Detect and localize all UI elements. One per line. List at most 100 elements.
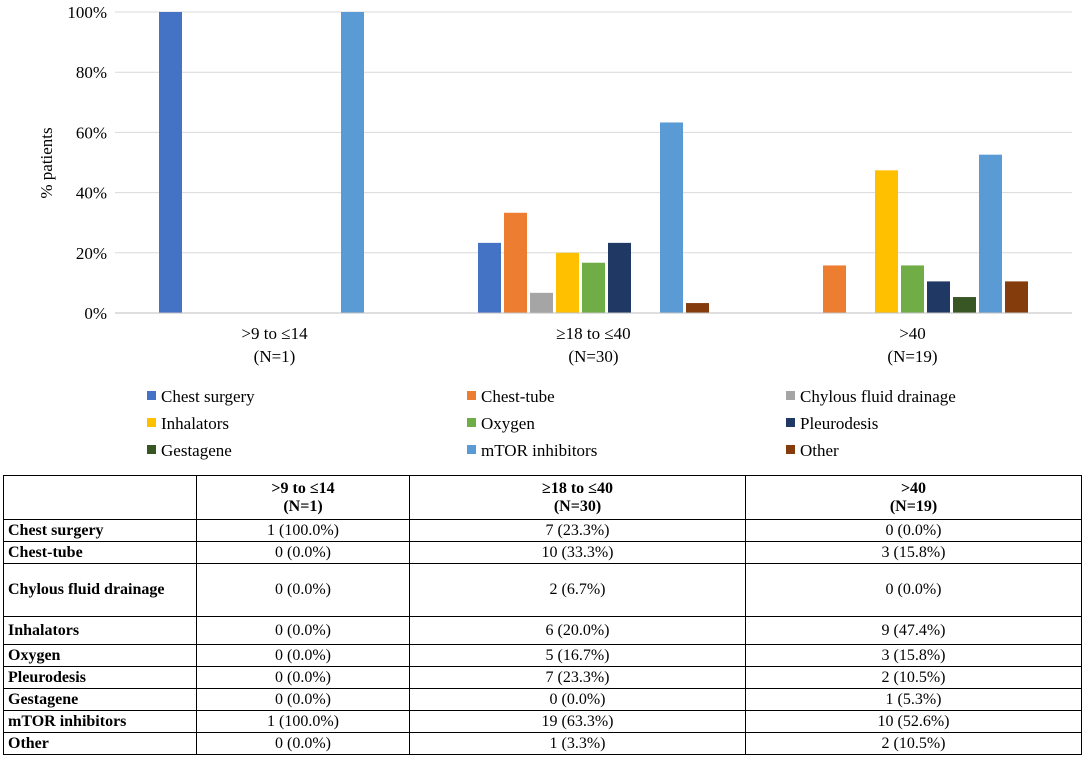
- table-cell: 0 (0.0%): [196, 563, 410, 617]
- table-row: Inhalators 0 (0.0%) 6 (20.0%) 9 (47.4%): [3, 616, 1082, 645]
- bar: [530, 292, 553, 313]
- legend-label: Inhalators: [161, 414, 229, 433]
- bar: [927, 281, 950, 313]
- legend-item: Inhalators: [147, 414, 229, 433]
- legend-swatch: [467, 445, 476, 454]
- legend-label: Pleurodesis: [800, 414, 878, 433]
- table-cell: 7 (23.3%): [409, 519, 746, 542]
- table-row: Pleurodesis 0 (0.0%) 7 (23.3%) 2 (10.5%): [3, 666, 1082, 689]
- table-cell: 0 (0.0%): [196, 616, 410, 645]
- table-cell: 10 (52.6%): [745, 710, 1082, 733]
- table-column-header: ≥18 to ≤40 (N=30): [409, 475, 746, 520]
- data-table: >9 to ≤14 (N=1) ≥18 to ≤40 (N=30) >40 (N=19) …: [3, 475, 1082, 755]
- gridlines: [115, 11, 1072, 254]
- table-body: Chest surgery 1 (100.0%) 7 (23.3%) 0 (0.0%)…: [3, 519, 1082, 755]
- table-cell: 2 (10.5%): [745, 732, 1082, 755]
- table-row-label: Inhalators: [3, 616, 197, 645]
- legend-item: mTOR inhibitors: [467, 441, 597, 460]
- bar: [1005, 281, 1028, 313]
- y-tick-label: 40%: [76, 184, 107, 203]
- y-tick-label: 80%: [76, 63, 107, 82]
- column-header-range: >40: [900, 479, 927, 497]
- legend-swatch: [147, 418, 156, 427]
- x-category-label: >40: [899, 324, 926, 343]
- legend-label: Chylous fluid drainage: [800, 387, 956, 406]
- column-header-count: (N=30): [553, 497, 602, 515]
- x-category-label: >9 to ≤14: [241, 324, 308, 343]
- table-cell: 1 (100.0%): [196, 710, 410, 733]
- y-tick-label: 0%: [84, 304, 107, 323]
- table-column-header: >9 to ≤14 (N=1): [196, 475, 410, 520]
- table-cell: 2 (10.5%): [745, 666, 1082, 689]
- bar: [159, 12, 182, 313]
- column-header-range: >9 to ≤14: [271, 479, 335, 497]
- table-cell: 3 (15.8%): [745, 541, 1082, 564]
- table-cell: 0 (0.0%): [196, 541, 410, 564]
- legend-item: Chest surgery: [147, 387, 255, 406]
- table-row: mTOR inhibitors 1 (100.0%) 19 (63.3%) 10 (5…: [3, 710, 1082, 733]
- bar: [823, 265, 846, 313]
- table-cell: 5 (16.7%): [409, 644, 746, 667]
- legend-label: Gestagene: [161, 441, 232, 460]
- x-axis-categories: >9 to ≤14 (N=1) ≥18 to ≤40 (N=30) >40 (N=19): [241, 324, 937, 366]
- legend-label: Chest-tube: [481, 387, 555, 406]
- table-row-label: Oxygen: [3, 644, 197, 667]
- table-cell: 0 (0.0%): [196, 688, 410, 711]
- table-row: Chylous fluid drainage 0 (0.0%) 2 (6.7%) 0 …: [3, 563, 1082, 617]
- bar: [979, 154, 1002, 313]
- bar: [608, 242, 631, 313]
- bars: [159, 12, 1028, 313]
- bar-chart: 0% 20% 40% 60% 80% 100% % patients >9 to ≤14 (…: [37, 3, 1072, 460]
- table-cell: 0 (0.0%): [409, 688, 746, 711]
- legend-label: mTOR inhibitors: [481, 441, 597, 460]
- bar: [660, 122, 683, 313]
- column-header-count: (N=1): [283, 497, 323, 515]
- table-cell: 9 (47.4%): [745, 616, 1082, 645]
- table-cell: 7 (23.3%): [409, 666, 746, 689]
- table-row: Other 0 (0.0%) 1 (3.3%) 2 (10.5%): [3, 732, 1082, 755]
- legend-swatch: [467, 391, 476, 400]
- bar: [341, 12, 364, 313]
- table-cell: 1 (3.3%): [409, 732, 746, 755]
- table-cell: 0 (0.0%): [196, 666, 410, 689]
- table-column-header: >40 (N=19): [745, 475, 1082, 520]
- legend-label: Other: [800, 441, 839, 460]
- legend-swatch: [786, 445, 795, 454]
- column-header-count: (N=19): [889, 497, 938, 515]
- legend-label: Chest surgery: [161, 387, 255, 406]
- table-row-label: mTOR inhibitors: [3, 710, 197, 733]
- table-cell: 10 (33.3%): [409, 541, 746, 564]
- legend-item: Pleurodesis: [786, 414, 878, 433]
- table-cell: 2 (6.7%): [409, 563, 746, 617]
- x-category-label: ≥18 to ≤40: [556, 324, 630, 343]
- legend-swatch: [467, 418, 476, 427]
- legend-item: Gestagene: [147, 441, 232, 460]
- legend-item: Chest-tube: [467, 387, 555, 406]
- y-tick-label: 100%: [67, 3, 107, 22]
- table-cell: 0 (0.0%): [196, 732, 410, 755]
- table-corner-cell: [3, 475, 197, 520]
- legend-label: Oxygen: [481, 414, 535, 433]
- table-row-label: Chest surgery: [3, 519, 197, 542]
- table-row: Oxygen 0 (0.0%) 5 (16.7%) 3 (15.8%): [3, 644, 1082, 667]
- bar: [504, 212, 527, 313]
- legend-item: Chylous fluid drainage: [786, 387, 956, 406]
- bar: [875, 170, 898, 313]
- table-cell: 0 (0.0%): [745, 519, 1082, 542]
- table-row: Chest surgery 1 (100.0%) 7 (23.3%) 0 (0.0%): [3, 519, 1082, 542]
- y-axis-ticks: 0% 20% 40% 60% 80% 100%: [67, 3, 107, 323]
- table-row-label: Chylous fluid drainage: [3, 563, 197, 617]
- legend: Chest surgery Chest-tube Chylous fluid dra…: [147, 387, 956, 460]
- y-tick-label: 20%: [76, 244, 107, 263]
- bar: [953, 297, 976, 313]
- y-axis-label: % patients: [37, 127, 56, 198]
- x-category-count: (N=30): [568, 347, 618, 366]
- legend-swatch: [147, 445, 156, 454]
- legend-swatch: [786, 391, 795, 400]
- table-cell: 1 (5.3%): [745, 688, 1082, 711]
- table-cell: 3 (15.8%): [745, 644, 1082, 667]
- table-cell: 0 (0.0%): [745, 563, 1082, 617]
- legend-swatch: [147, 391, 156, 400]
- legend-item: Oxygen: [467, 414, 535, 433]
- bar: [686, 303, 709, 313]
